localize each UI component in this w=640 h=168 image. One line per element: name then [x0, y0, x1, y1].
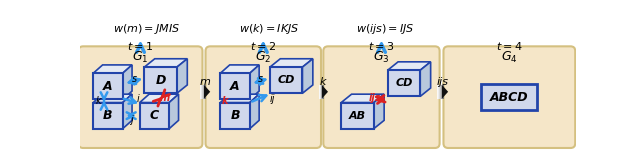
Text: $t=4$: $t=4$ — [496, 40, 523, 52]
Text: CD: CD — [396, 78, 413, 88]
Text: $G_4$: $G_4$ — [501, 50, 518, 65]
Text: B: B — [103, 109, 113, 122]
Polygon shape — [169, 94, 179, 129]
Text: s: s — [132, 74, 137, 85]
Polygon shape — [442, 85, 448, 99]
Text: ij: ij — [269, 94, 275, 104]
Text: AB: AB — [349, 111, 366, 121]
Polygon shape — [145, 59, 188, 67]
Text: k: k — [221, 96, 228, 106]
Polygon shape — [250, 65, 259, 99]
Text: $t=3$: $t=3$ — [369, 40, 394, 52]
Text: $G_2$: $G_2$ — [255, 50, 271, 65]
Text: $G_3$: $G_3$ — [373, 50, 390, 65]
FancyBboxPatch shape — [140, 102, 169, 129]
FancyBboxPatch shape — [388, 70, 420, 96]
Polygon shape — [93, 94, 132, 102]
Polygon shape — [388, 62, 431, 70]
FancyBboxPatch shape — [481, 84, 537, 110]
Polygon shape — [270, 59, 313, 67]
Text: m: m — [160, 93, 170, 103]
Text: s: s — [258, 74, 263, 85]
Polygon shape — [220, 94, 259, 102]
Text: $t=1$: $t=1$ — [127, 40, 154, 52]
Text: C: C — [150, 109, 159, 122]
Polygon shape — [204, 85, 210, 99]
Text: j: j — [130, 115, 132, 125]
Text: A: A — [103, 80, 113, 93]
Text: m: m — [200, 77, 211, 87]
FancyBboxPatch shape — [220, 73, 250, 99]
FancyBboxPatch shape — [145, 67, 177, 93]
Text: CD: CD — [278, 75, 295, 85]
Polygon shape — [341, 94, 384, 102]
Text: $w(ijs) =IJS$: $w(ijs) =IJS$ — [356, 22, 415, 36]
Text: $w(m) = JMIS$: $w(m) = JMIS$ — [113, 22, 180, 36]
Text: ijs: ijs — [368, 93, 381, 103]
FancyBboxPatch shape — [341, 102, 374, 129]
Polygon shape — [177, 59, 188, 93]
FancyBboxPatch shape — [444, 46, 575, 148]
Text: ABCD: ABCD — [490, 91, 529, 104]
FancyBboxPatch shape — [270, 67, 303, 93]
FancyBboxPatch shape — [323, 46, 440, 148]
Polygon shape — [303, 59, 313, 93]
Text: $G_1$: $G_1$ — [132, 50, 148, 65]
Polygon shape — [123, 94, 132, 129]
Text: $t=2$: $t=2$ — [250, 40, 276, 52]
FancyBboxPatch shape — [220, 102, 250, 129]
Polygon shape — [140, 94, 179, 102]
Text: ijs: ijs — [436, 77, 449, 87]
Polygon shape — [374, 94, 384, 129]
FancyBboxPatch shape — [93, 73, 123, 99]
Text: k: k — [320, 77, 326, 87]
Text: A: A — [230, 80, 240, 93]
Polygon shape — [220, 65, 259, 73]
Text: k: k — [96, 96, 101, 106]
FancyBboxPatch shape — [79, 46, 202, 148]
Polygon shape — [420, 62, 431, 96]
Text: $w(k) = IKJS$: $w(k) = IKJS$ — [239, 22, 300, 36]
FancyBboxPatch shape — [205, 46, 321, 148]
Polygon shape — [93, 65, 132, 73]
Polygon shape — [250, 94, 259, 129]
Text: D: D — [156, 74, 166, 87]
Polygon shape — [123, 65, 132, 99]
Polygon shape — [322, 85, 328, 99]
Text: B: B — [230, 109, 240, 122]
FancyBboxPatch shape — [93, 102, 123, 129]
Text: i: i — [137, 94, 140, 104]
